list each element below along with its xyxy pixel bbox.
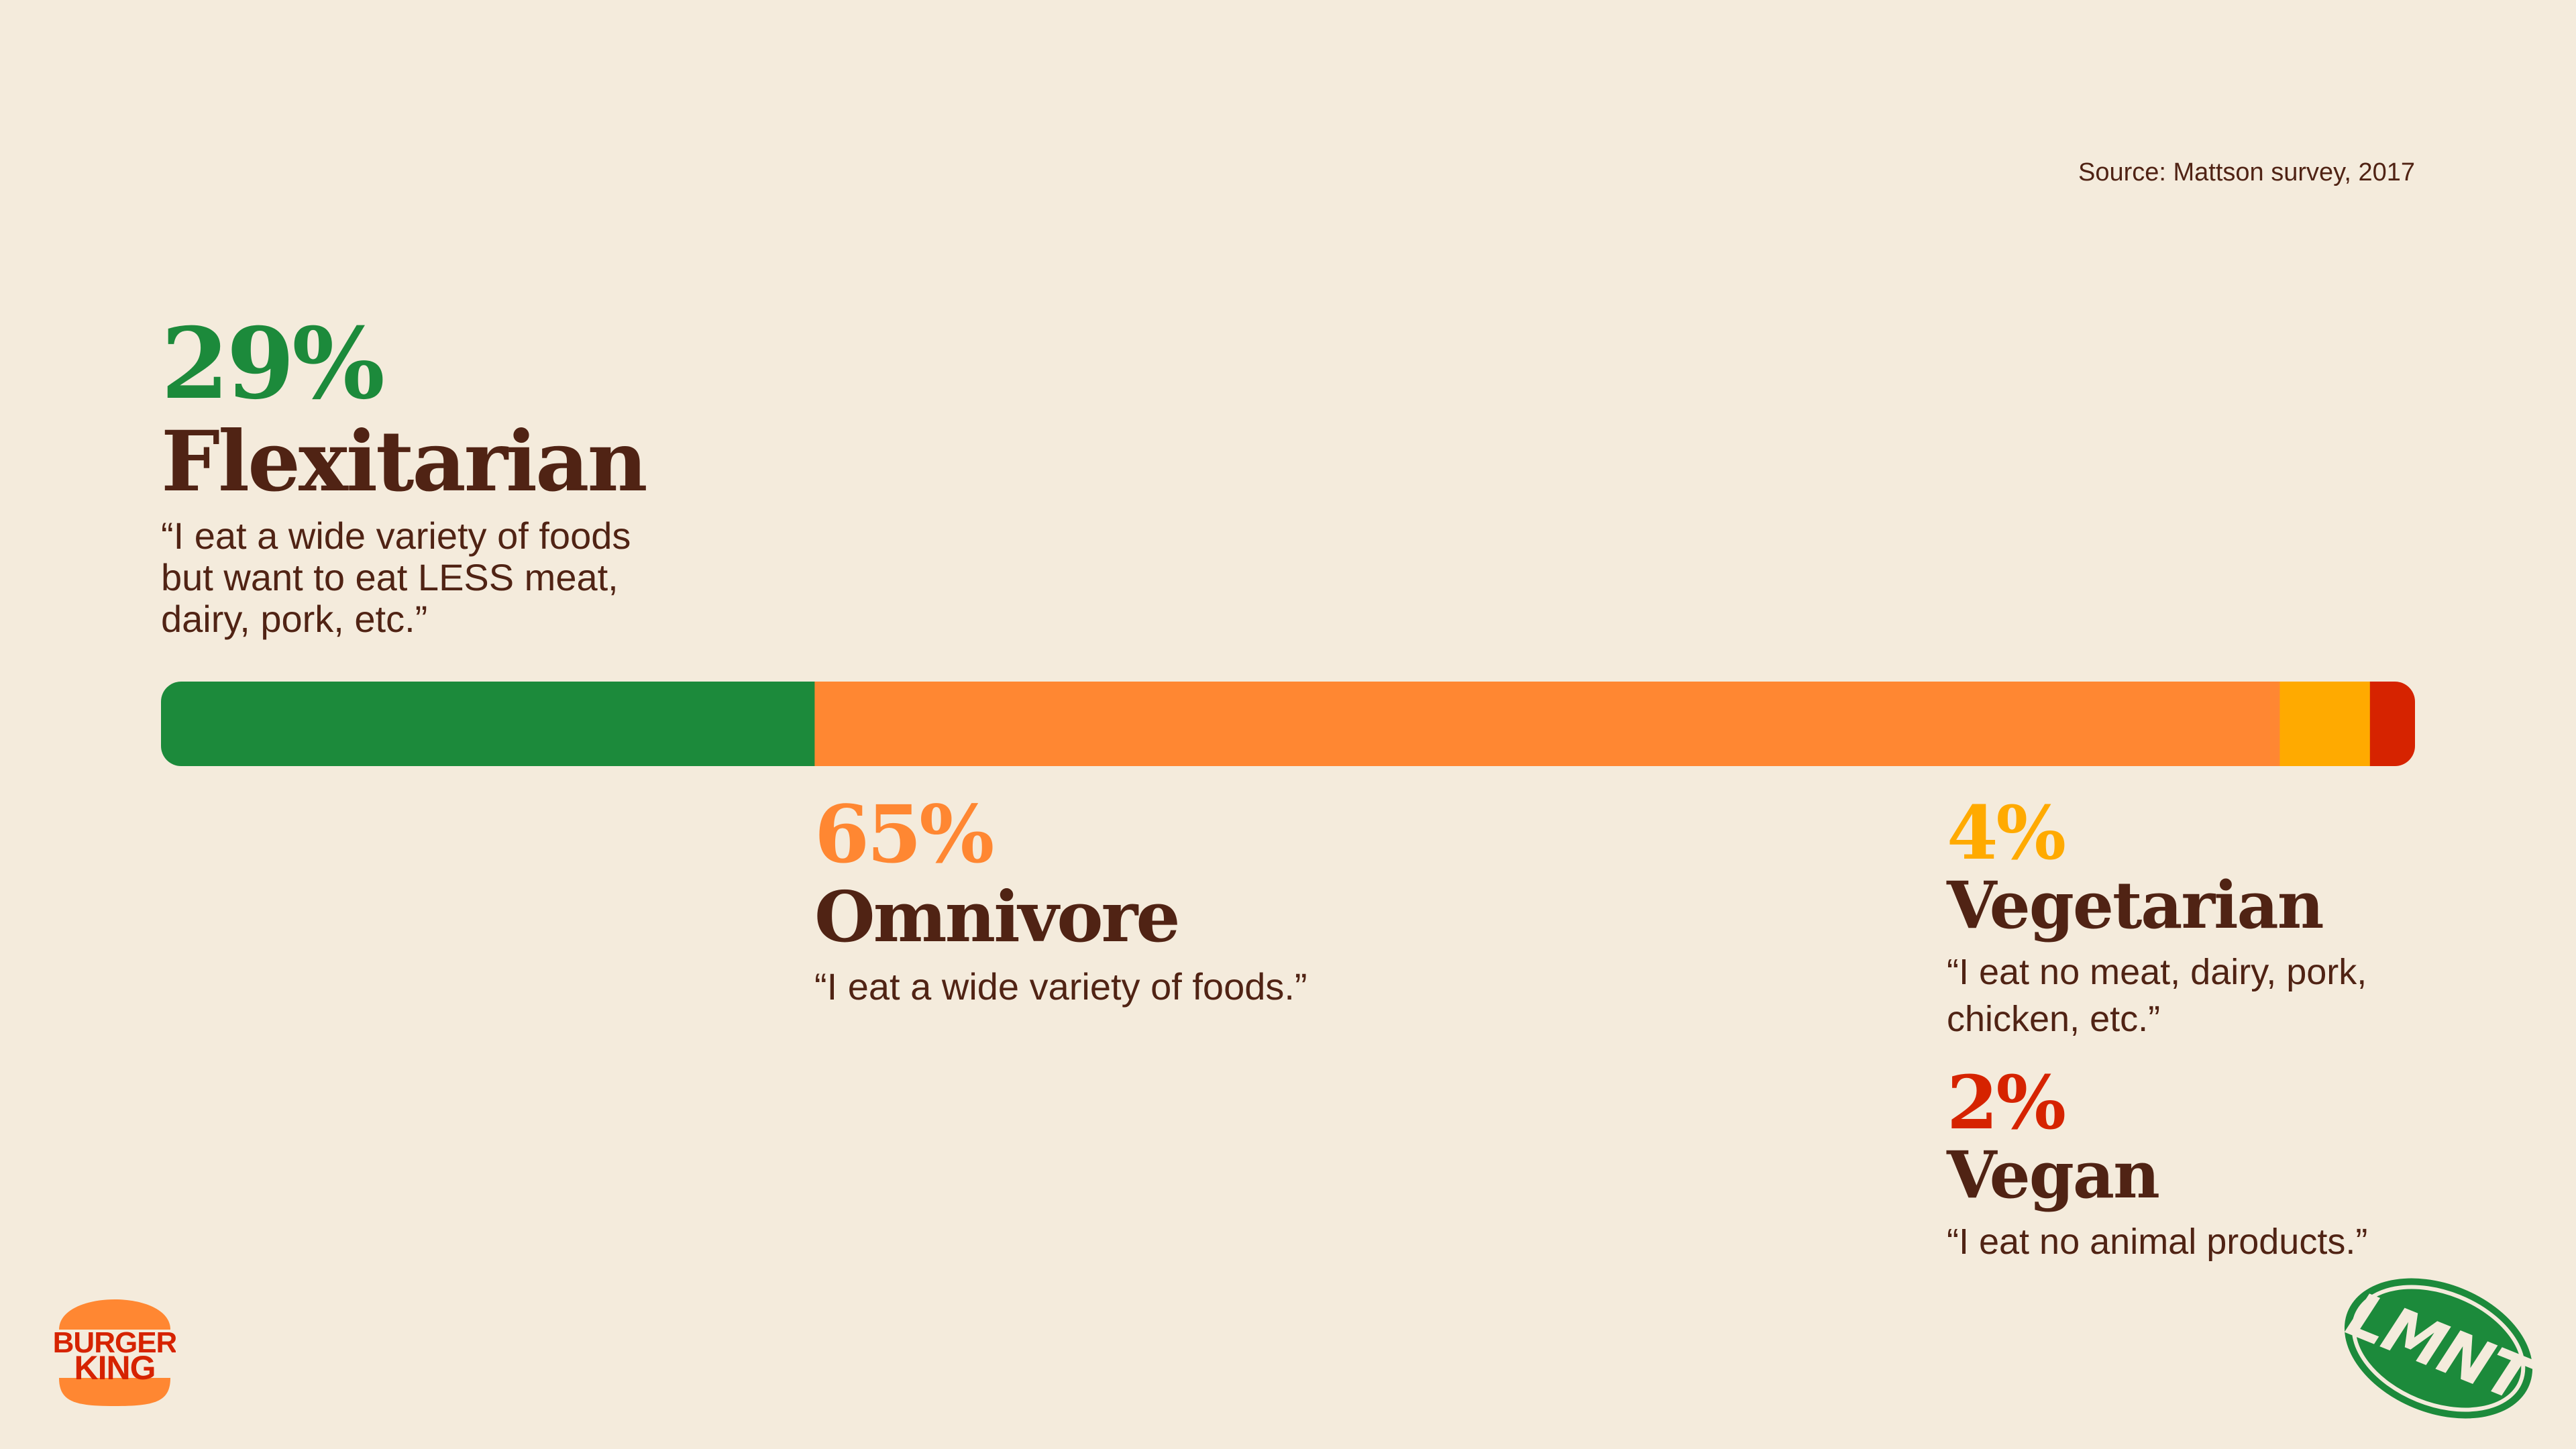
- burger-king-text-line2: KING: [74, 1349, 156, 1387]
- bar-segment-omnivore: [814, 682, 2280, 766]
- burger-king-text-line1: BURGER: [54, 1326, 176, 1359]
- bun-bottom-shape: [59, 1378, 170, 1406]
- flexitarian-quote: “I eat a wide variety of foods but want …: [161, 515, 631, 640]
- lmnt-outer-ring: [2344, 1278, 2533, 1419]
- bar-segment-vegan: [2369, 682, 2415, 766]
- vegan-label: Vegan: [1947, 1137, 2160, 1213]
- bar-segment-vegetarian: [2279, 682, 2371, 766]
- stacked-bar-chart: [161, 682, 2415, 766]
- bar-segment-flexitarian: [161, 682, 815, 766]
- burger-king-logo: BURGER KING: [54, 1299, 176, 1406]
- vegetarian-label: Vegetarian: [1947, 867, 2324, 943]
- vegan-quote: “I eat no animal products.”: [1947, 1222, 2368, 1262]
- flexitarian-block: 29% Flexitarian “I eat a wide variety of…: [161, 314, 899, 640]
- lmnt-inner-ring: [2351, 1285, 2526, 1412]
- bun-top-shape: [59, 1299, 170, 1330]
- source-note: Source: Mattson survey, 2017: [2078, 158, 2415, 186]
- vegetarian-percent: 4%: [1947, 790, 2066, 876]
- vegan-percent: 2%: [1947, 1059, 2066, 1146]
- flexitarian-percent: 29%: [161, 307, 385, 421]
- omnivore-block: 65% Omnivore “I eat a wide variety of fo…: [814, 792, 1552, 1008]
- vegetarian-block: 4% Vegetarian “I eat no meat, dairy, por…: [1947, 796, 2430, 1042]
- lmnt-logo: LMNT: [2338, 1278, 2542, 1419]
- vegan-block: 2% Vegan “I eat no animal products.”: [1947, 1065, 2430, 1265]
- omnivore-percent: 65%: [814, 788, 994, 881]
- flexitarian-label: Flexitarian: [161, 413, 648, 511]
- vegetarian-quote: “I eat no meat, dairy, pork, chicken, et…: [1947, 952, 2367, 1039]
- omnivore-label: Omnivore: [814, 875, 1181, 958]
- omnivore-quote: “I eat a wide variety of foods.”: [814, 965, 1307, 1008]
